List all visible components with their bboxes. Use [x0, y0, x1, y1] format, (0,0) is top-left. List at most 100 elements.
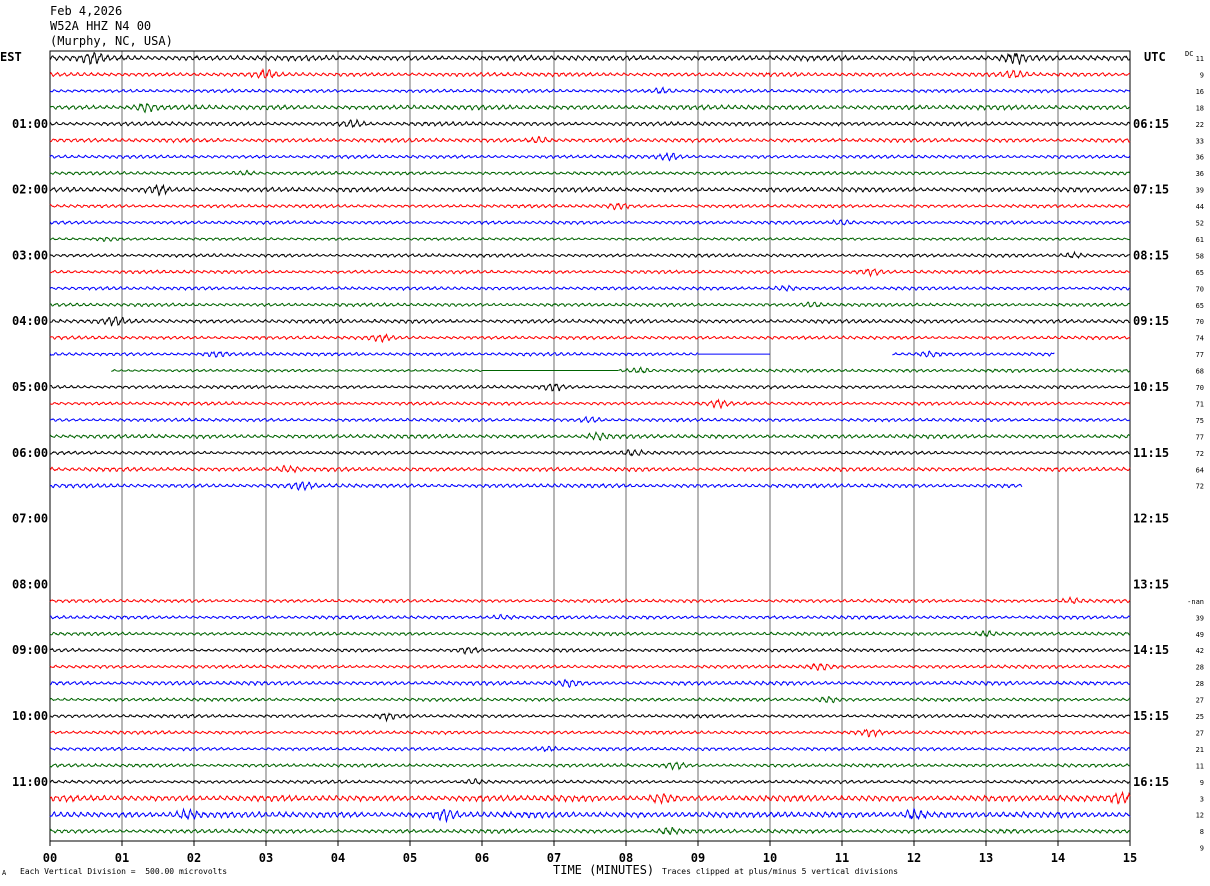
seismic-trace-row-19 — [111, 368, 482, 373]
dc-offset-label: 12 — [1196, 812, 1204, 820]
dc-offset-label: 70 — [1196, 285, 1204, 293]
dc-offset-label: 74 — [1196, 335, 1204, 343]
dc-offset-label: 65 — [1196, 302, 1204, 310]
dc-offset-label: 77 — [1196, 433, 1204, 441]
header-location: (Murphy, NC, USA) — [50, 34, 173, 48]
seismic-trace-row-37 — [49, 662, 1131, 671]
x-tick-label: 03 — [259, 851, 273, 865]
dc-offset-label: 36 — [1196, 170, 1204, 178]
dc-offset-label: 39 — [1196, 614, 1204, 622]
dc-offset-label: 16 — [1196, 88, 1204, 96]
seismic-trace-row-1 — [49, 68, 1131, 79]
seismic-trace-row-18 — [49, 350, 699, 358]
right-hour-label: 09:15 — [1133, 314, 1169, 328]
x-tick-label: 09 — [691, 851, 705, 865]
seismic-trace-row-35 — [49, 629, 1131, 638]
dc-offset-label: 75 — [1196, 417, 1204, 425]
dc-offset-label: 71 — [1196, 400, 1204, 408]
seismic-trace-row-4 — [49, 118, 1131, 129]
seismic-trace-row-9 — [49, 202, 1131, 211]
dc-offset-label: 21 — [1196, 746, 1204, 754]
plot-frame — [49, 50, 1131, 842]
dc-offset-label: 72 — [1196, 483, 1204, 491]
seismic-trace-row-38 — [49, 678, 1131, 689]
left-hour-label: 02:00 — [12, 183, 48, 197]
seismic-trace-row-16 — [49, 316, 1130, 327]
right-hour-label: 16:15 — [1133, 775, 1169, 789]
right-hour-label: 08:15 — [1133, 248, 1169, 262]
dc-offset-label: 25 — [1196, 713, 1204, 721]
seismic-trace-row-46 — [49, 807, 1131, 824]
left-hour-label: 01:00 — [12, 117, 48, 131]
dc-offset-label: 27 — [1196, 729, 1204, 737]
seismic-trace-row-47 — [49, 827, 1131, 836]
dc-offset-label: 11 — [1196, 762, 1204, 770]
right-hour-label: 07:15 — [1133, 183, 1169, 197]
dc-offset-label: 9 — [1200, 845, 1204, 853]
seismic-trace-row-42 — [49, 745, 1131, 753]
right-hour-label: 11:15 — [1133, 446, 1169, 460]
seismic-trace-row-12 — [49, 250, 1131, 259]
right-timezone-label: UTC — [1144, 50, 1166, 64]
dc-offset-label: 33 — [1196, 137, 1204, 145]
seismic-trace-row-22 — [49, 415, 1131, 424]
right-hour-label: 14:15 — [1133, 643, 1169, 657]
seismic-trace-row-17 — [49, 333, 1131, 344]
dc-offset-label: 61 — [1196, 236, 1204, 244]
seismic-trace-row-36 — [49, 647, 1131, 656]
dc-offset-label: 8 — [1200, 828, 1204, 836]
dc-offset-label: 72 — [1196, 450, 1204, 458]
seismic-trace-row-40 — [49, 712, 1131, 723]
x-tick-label: 06 — [475, 851, 489, 865]
seismic-trace-row-11 — [49, 236, 1131, 242]
dc-offset-label: 39 — [1196, 187, 1204, 195]
x-tick-label: 05 — [403, 851, 417, 865]
dc-offset-label: 77 — [1196, 351, 1204, 359]
dc-offset-label: 3 — [1200, 795, 1204, 803]
seismic-trace-row-5 — [49, 135, 1131, 144]
dc-offset-label: 11 — [1196, 55, 1204, 63]
dc-offset-label: 44 — [1196, 203, 1204, 211]
seismic-trace-row-26 — [49, 481, 1023, 492]
dc-offset-header: DC — [1185, 50, 1194, 58]
left-hour-label: 06:00 — [12, 446, 48, 460]
seismic-trace-row-7 — [49, 169, 1131, 176]
seismic-trace-row-15 — [49, 301, 1131, 308]
seismic-trace-row-41 — [49, 728, 1131, 738]
right-hour-label: 15:15 — [1133, 709, 1169, 723]
left-hour-label: 09:00 — [12, 643, 48, 657]
header-station: W52A HHZ N4 00 — [50, 19, 152, 33]
dc-offset-label: 65 — [1196, 269, 1204, 277]
left-hour-label: 05:00 — [12, 380, 48, 394]
dc-offset-label: 70 — [1196, 384, 1204, 392]
dc-offset-label: -nan — [1187, 598, 1204, 606]
corner-mark: A — [2, 869, 7, 877]
seismic-trace-row-33 — [49, 595, 1131, 604]
seismic-trace-row-3 — [49, 102, 1131, 114]
seismic-trace-row-14 — [49, 284, 1131, 292]
seismic-trace-row-44 — [49, 778, 1131, 785]
clipping-note: Traces clipped at plus/minus 5 vertical … — [662, 867, 899, 876]
seismic-trace-row-8 — [49, 183, 1131, 197]
x-tick-label: 15 — [1123, 851, 1137, 865]
x-tick-label: 00 — [43, 851, 57, 865]
dc-offset-label: 27 — [1196, 697, 1204, 705]
dc-offset-label: 70 — [1196, 318, 1204, 326]
header-date: Feb 4,2026 — [50, 4, 123, 18]
right-hour-label: 06:15 — [1133, 117, 1169, 131]
seismic-trace-row-20 — [49, 383, 1131, 392]
left-hour-label: 08:00 — [12, 577, 48, 591]
seismic-trace-row-0 — [49, 52, 1131, 66]
dc-offset-label: 58 — [1196, 252, 1204, 260]
x-tick-label: 12 — [907, 851, 921, 865]
dc-offset-label: 9 — [1200, 779, 1204, 787]
seismic-trace-row-10 — [49, 219, 1131, 226]
dc-offset-label: 28 — [1196, 664, 1204, 672]
left-hour-label: 03:00 — [12, 248, 48, 262]
dc-offset-label: 22 — [1196, 121, 1204, 129]
seismic-trace-row-25 — [49, 464, 1131, 474]
x-tick-label: 01 — [115, 851, 129, 865]
left-hour-label: 04:00 — [12, 314, 48, 328]
x-tick-label: 13 — [979, 851, 993, 865]
